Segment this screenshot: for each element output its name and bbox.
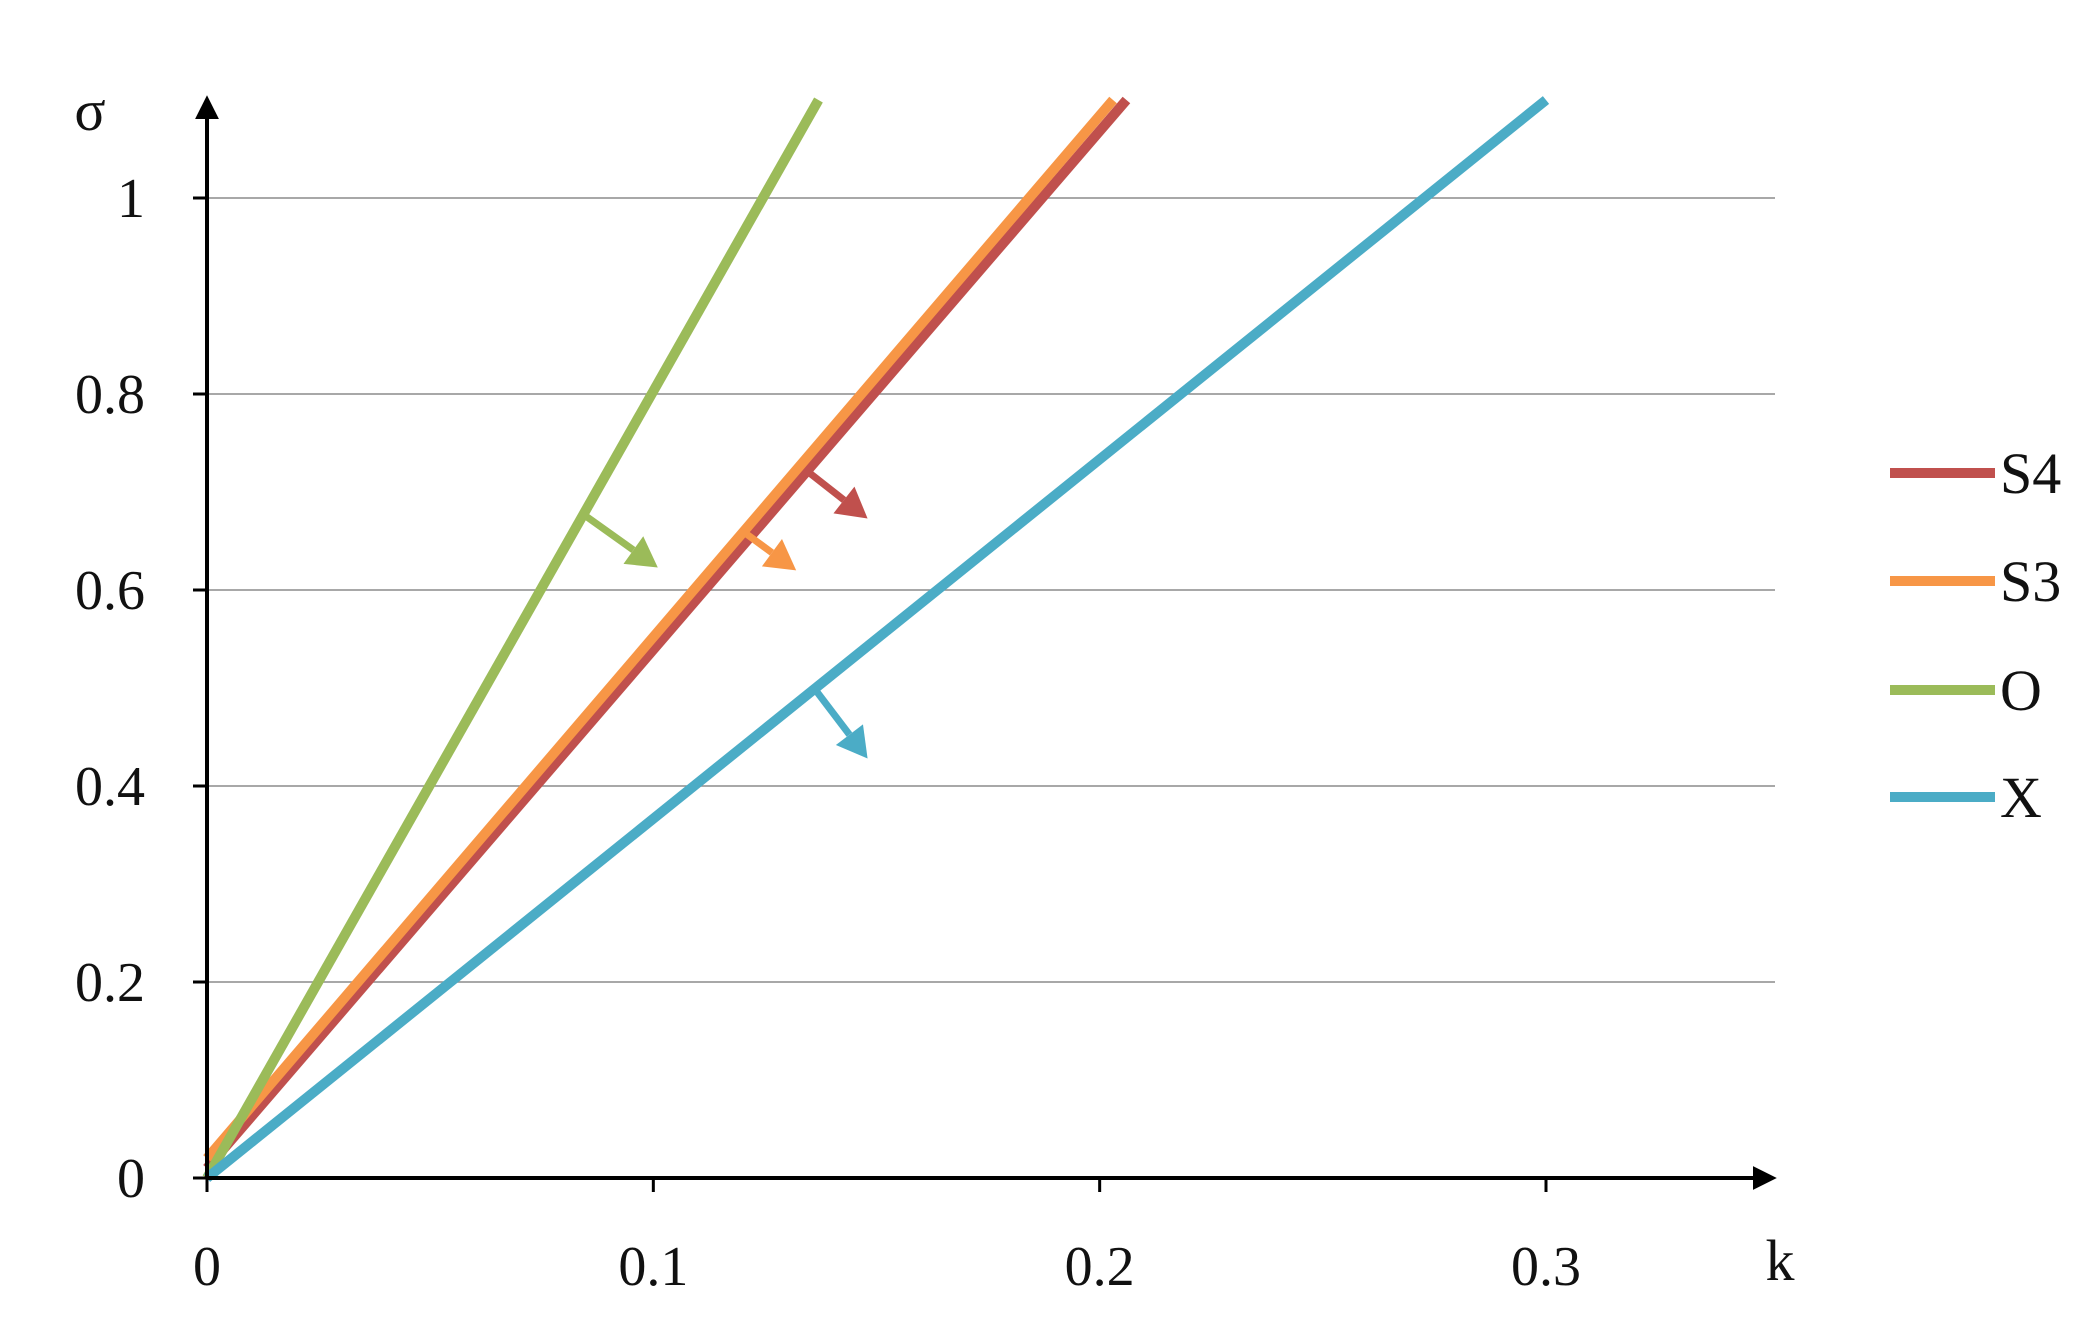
legend-label-o: O (2000, 658, 2042, 723)
legend-item-o: O (1890, 658, 2042, 723)
x-tick-label-0: 0 (193, 1236, 221, 1298)
legend-item-x: X (1890, 765, 2042, 830)
axes (193, 95, 1777, 1192)
y-tick-label-3: 0.6 (75, 560, 145, 622)
legend-label-x: X (2000, 765, 2042, 830)
y-tick-label-1: 0.2 (75, 952, 145, 1014)
legend-item-s4: S4 (1890, 441, 2061, 506)
x-tick-label-3: 0.3 (1511, 1236, 1581, 1298)
arrow-o (584, 513, 658, 568)
legend-label-s3: S3 (2000, 549, 2061, 614)
series-line-s4 (203, 96, 1131, 1172)
x-tick-label-1: 0.1 (618, 1236, 688, 1298)
y-tick-label-5: 1 (117, 168, 145, 230)
y-tick-label-2: 0.4 (75, 756, 145, 818)
arrow-s3 (740, 528, 797, 571)
arrow-x (811, 685, 868, 759)
tick-labels: 0 0.1 0.2 0.3 0 0.2 0.4 0.6 0.8 1 (75, 168, 1581, 1298)
series-line-s3 (203, 96, 1117, 1162)
series-line-x (203, 96, 1550, 1182)
y-axis-label: σ (74, 78, 105, 143)
grid-lines (207, 197, 1775, 983)
legend: S4 S3 OX (1890, 441, 2061, 830)
y-tick-label-0: 0 (117, 1148, 145, 1210)
series-lines (202, 96, 1550, 1182)
series-line-o (202, 97, 823, 1181)
legend-item-s3: S3 (1890, 549, 2061, 614)
x-axis-label: k (1766, 1228, 1795, 1293)
y-tick-label-4: 0.8 (75, 364, 145, 426)
legend-label-s4: S4 (2000, 441, 2061, 506)
arrow-s4 (802, 466, 868, 519)
series-arrows (584, 466, 868, 759)
x-tick-label-2: 0.2 (1065, 1236, 1135, 1298)
